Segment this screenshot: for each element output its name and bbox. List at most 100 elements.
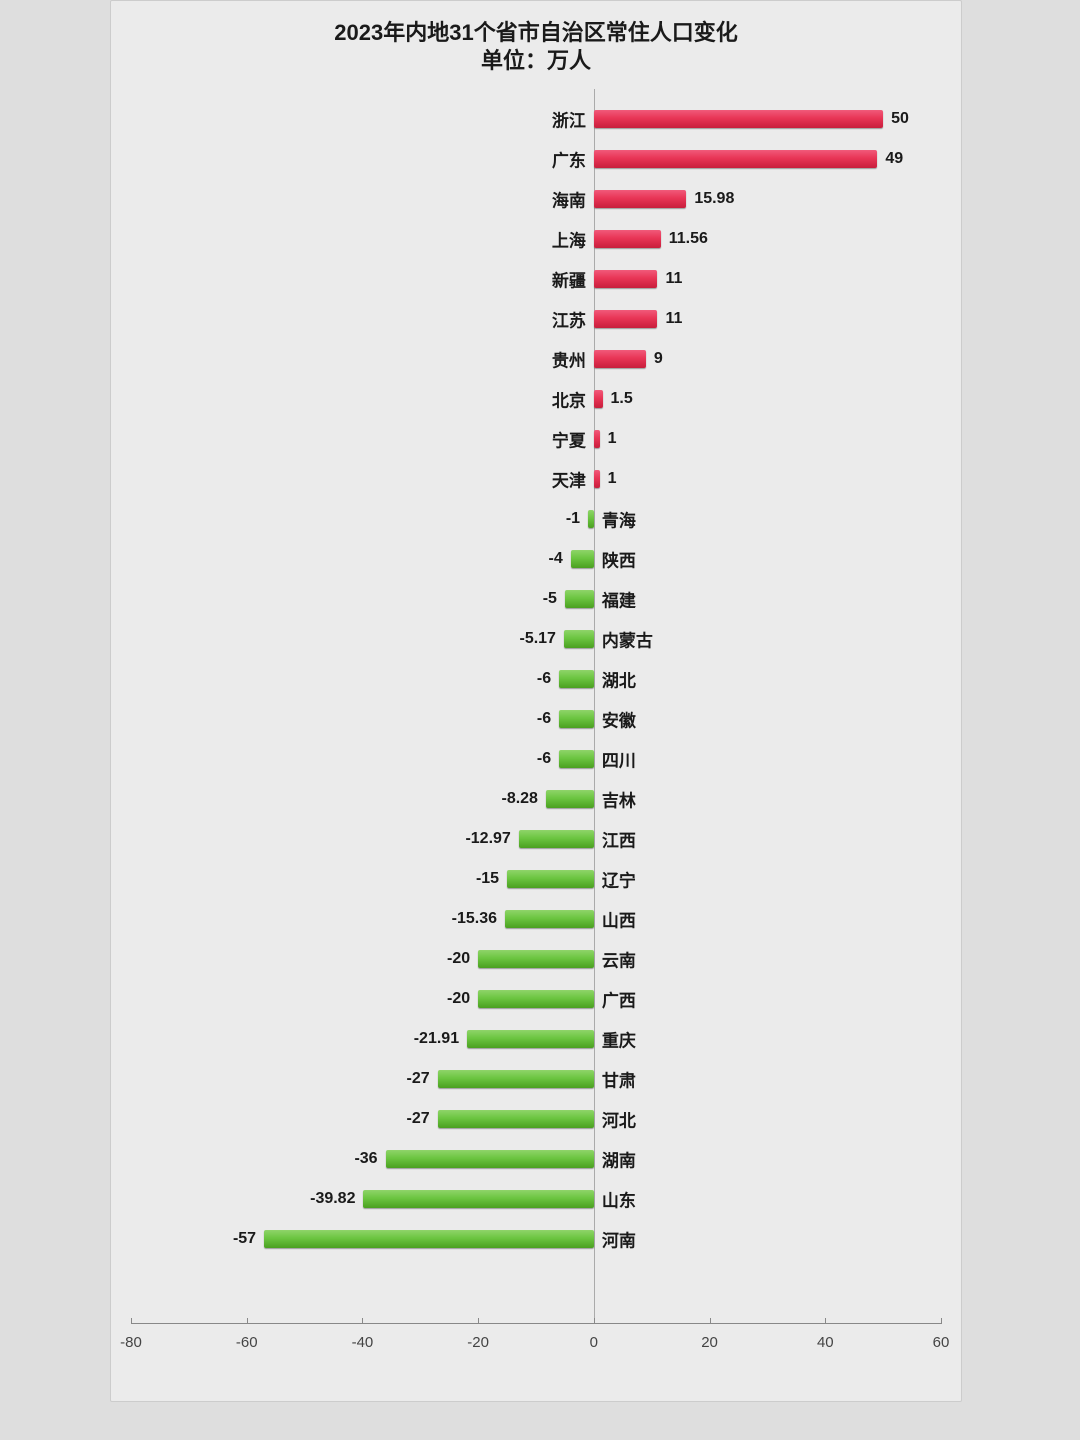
category-label: 山东 — [602, 1187, 636, 1212]
bar — [594, 270, 658, 288]
x-tick-label: 20 — [680, 1334, 740, 1351]
bar — [559, 750, 594, 768]
category-label: 广西 — [602, 987, 636, 1012]
value-label: 1 — [608, 430, 617, 448]
bar-row: 四川 -6 — [131, 739, 941, 779]
bar — [594, 310, 658, 328]
bar-row: 海南15.98 — [131, 179, 941, 219]
category-label: 四川 — [602, 747, 636, 772]
bar — [565, 590, 594, 608]
plot-area: 浙江50广东49海南15.98上海11.56新疆11江苏11贵州9北京1.5宁夏… — [131, 89, 941, 1323]
chart-area: 浙江50广东49海南15.98上海11.56新疆11江苏11贵州9北京1.5宁夏… — [131, 89, 941, 1351]
bar — [564, 630, 594, 648]
x-tick-mark — [594, 1318, 595, 1324]
category-label: 河北 — [602, 1107, 636, 1132]
chart-card: 2023年内地31个省市自治区常住人口变化 单位：万人 浙江50 广东 49 海南15… — [110, 0, 962, 1402]
bar-row: 天津1 — [131, 459, 941, 499]
value-label: -15.36 — [452, 910, 497, 928]
value-label: -15 — [476, 870, 499, 888]
category-label: 上海 — [552, 227, 586, 252]
bar — [438, 1110, 594, 1128]
value-label: 49 — [885, 150, 903, 168]
bar-row: 内蒙古 -5.17 — [131, 619, 941, 659]
category-label: 贵州 — [552, 347, 586, 372]
category-label: 浙江 — [552, 107, 586, 132]
bar — [546, 790, 594, 808]
bar-row: 新疆 11 — [131, 259, 941, 299]
x-tick-label: -40 — [332, 1334, 392, 1351]
category-label: 陕西 — [602, 547, 636, 572]
category-label: 广东 — [552, 147, 586, 172]
x-tick-mark — [247, 1318, 248, 1324]
bar-row: 江西-12.97 — [131, 819, 941, 859]
value-label: -6 — [537, 670, 551, 688]
bar-row: 山东 -39.82 — [131, 1179, 941, 1219]
category-label: 吉林 — [602, 787, 636, 812]
bar-row: 贵州 9 — [131, 339, 941, 379]
x-tick-label: 60 — [911, 1334, 971, 1351]
bar-row: 广西 -20 — [131, 979, 941, 1019]
value-label: 1.5 — [611, 390, 633, 408]
value-label: -20 — [447, 990, 470, 1008]
chart-title-line1: 2023年内地31个省市自治区常住人口变化 — [111, 19, 961, 47]
x-tick-mark — [825, 1318, 826, 1324]
category-label: 天津 — [552, 467, 586, 492]
x-tick-mark — [710, 1318, 711, 1324]
chart-title-line2: 单位：万人 — [111, 47, 961, 75]
bar-row: 浙江50 — [131, 99, 941, 139]
bar-row: 河北-27 — [131, 1099, 941, 1139]
bar-row: 云南 -20 — [131, 939, 941, 979]
value-label: -21.91 — [414, 1030, 459, 1048]
bar-row: 重庆-21.91 — [131, 1019, 941, 1059]
category-label: 内蒙古 — [602, 627, 653, 652]
bar-row: 湖北 -6 — [131, 659, 941, 699]
category-label: 安徽 — [602, 707, 636, 732]
category-label: 山西 — [602, 907, 636, 932]
bar-row: 辽宁 -15 — [131, 859, 941, 899]
bar — [594, 230, 661, 248]
category-label: 新疆 — [552, 267, 586, 292]
category-label: 云南 — [602, 947, 636, 972]
value-label: -57 — [233, 1230, 256, 1248]
bar-row: 青海 -1 — [131, 499, 941, 539]
value-label: -6 — [537, 750, 551, 768]
bar — [507, 870, 594, 888]
value-label: -39.82 — [310, 1190, 355, 1208]
bar-row: 陕西-4 — [131, 539, 941, 579]
bar — [594, 430, 600, 448]
bar — [594, 110, 883, 128]
value-label: -5.17 — [519, 630, 555, 648]
bar — [588, 510, 594, 528]
bar-row: 宁夏1 — [131, 419, 941, 459]
bar — [559, 670, 594, 688]
category-label: 青海 — [602, 507, 636, 532]
bar — [571, 550, 594, 568]
x-tick-mark — [131, 1318, 132, 1324]
bar-row: 上海11.56 — [131, 219, 941, 259]
category-label: 辽宁 — [602, 867, 636, 892]
category-label: 甘肃 — [602, 1067, 636, 1092]
category-label: 江苏 — [552, 307, 586, 332]
value-label: -12.97 — [465, 830, 510, 848]
bar-row: 福建-5 — [131, 579, 941, 619]
value-label: -20 — [447, 950, 470, 968]
category-label: 湖北 — [602, 667, 636, 692]
bar — [594, 390, 603, 408]
value-label: -27 — [407, 1070, 430, 1088]
x-tick-mark — [478, 1318, 479, 1324]
value-label: 11 — [666, 310, 683, 328]
bar — [594, 470, 600, 488]
x-axis-line — [131, 1323, 941, 1324]
value-label: 11 — [666, 270, 683, 288]
value-label: -1 — [566, 510, 580, 528]
bar — [478, 950, 594, 968]
x-tick-label: -60 — [217, 1334, 277, 1351]
bar — [505, 910, 594, 928]
category-label: 湖南 — [602, 1147, 636, 1172]
x-tick-label: -80 — [101, 1334, 161, 1351]
value-label: -8.28 — [501, 790, 537, 808]
bar — [264, 1230, 594, 1248]
value-label: 9 — [654, 350, 663, 368]
bar-row: 湖南-36 — [131, 1139, 941, 1179]
bar — [363, 1190, 593, 1208]
